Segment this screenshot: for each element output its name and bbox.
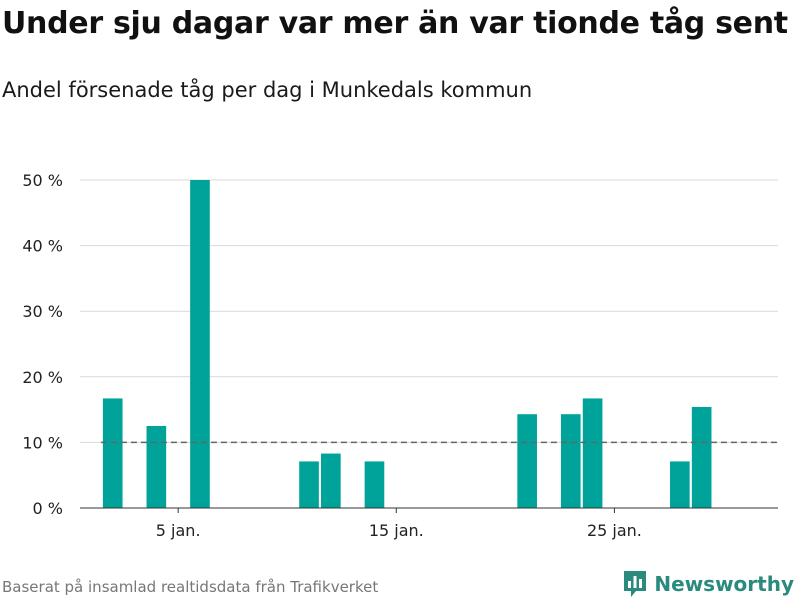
y-tick-label: 20 % — [22, 368, 63, 387]
y-tick-label: 0 % — [33, 499, 63, 518]
bar — [321, 453, 341, 508]
brand-name: Newsworthy — [654, 572, 794, 596]
x-tick-label: 5 jan. — [156, 521, 201, 540]
x-tick-label: 15 jan. — [369, 521, 424, 540]
y-tick-label: 30 % — [22, 302, 63, 321]
x-tick-label: 25 jan. — [587, 521, 642, 540]
bar — [190, 180, 210, 508]
newsworthy-logo-icon — [624, 571, 647, 597]
bar — [146, 426, 167, 508]
brand[interactable]: Newsworthy — [622, 569, 794, 599]
bar — [560, 414, 581, 508]
bar — [102, 398, 123, 508]
y-tick-label: 40 % — [22, 237, 63, 256]
bar — [670, 461, 690, 508]
chart-title: Under sju dagar var mer än var tionde tå… — [2, 6, 788, 41]
y-tick-label: 50 % — [22, 171, 63, 190]
bar — [517, 414, 537, 508]
bar — [691, 406, 712, 508]
bar — [299, 461, 319, 508]
chart-subtitle: Andel försenade tåg per dag i Munkedals … — [2, 78, 533, 102]
y-tick-label: 10 % — [22, 433, 63, 452]
source-note: Baserat på insamlad realtidsdata från Tr… — [2, 578, 379, 596]
bar — [364, 461, 385, 508]
bar — [582, 398, 603, 508]
